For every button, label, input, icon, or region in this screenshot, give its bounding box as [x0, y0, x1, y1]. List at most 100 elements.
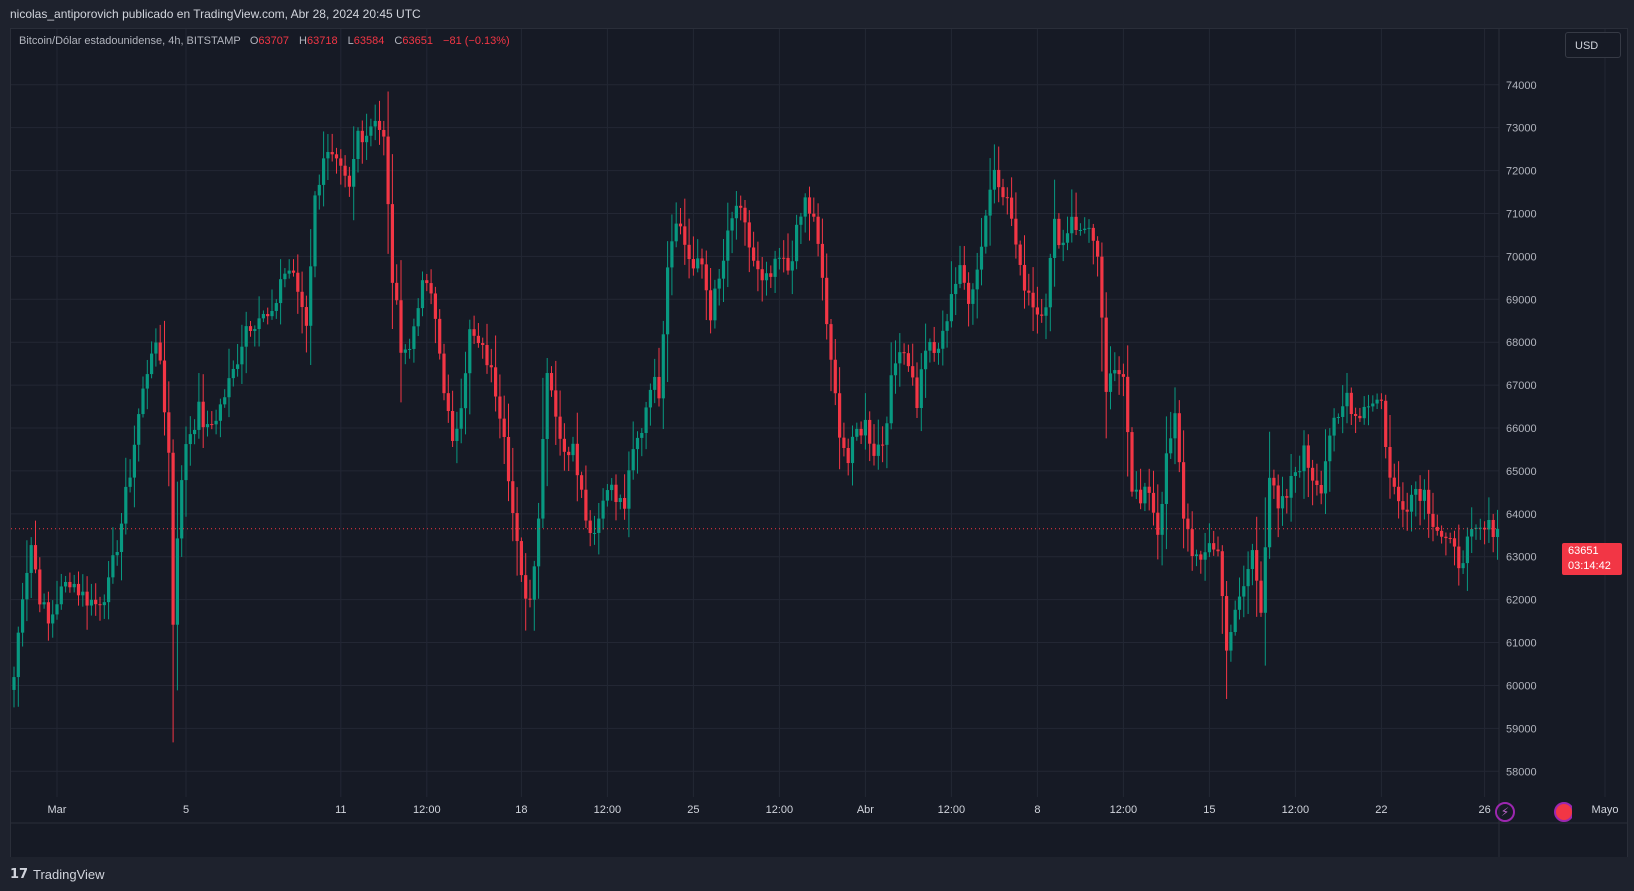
candle-body — [717, 278, 721, 289]
close-label: C — [394, 35, 403, 47]
candle-body — [85, 591, 89, 606]
candle-body — [154, 342, 158, 354]
candle-body — [588, 520, 592, 534]
candle-body — [270, 310, 274, 317]
candle-body — [201, 401, 205, 428]
last-price-value: 63651 — [1568, 545, 1599, 557]
candle-body — [648, 389, 652, 408]
price-tick-label: 58000 — [1506, 766, 1537, 778]
candle-body — [752, 247, 756, 261]
candle-body — [343, 165, 347, 176]
candle-body — [537, 518, 541, 567]
candle-body — [1452, 538, 1457, 547]
candle-body — [687, 244, 691, 260]
price-axis[interactable]: 58000 59000 60000 61000 62000 63000 64000 65000… — [1506, 80, 1537, 778]
candle-body — [1293, 472, 1297, 476]
candle-body — [1461, 563, 1465, 569]
candle-body — [644, 407, 648, 433]
candle-body — [236, 364, 240, 369]
candle-body — [291, 270, 296, 273]
candle-body — [1268, 477, 1272, 548]
chart-area[interactable]: 58000 59000 60000 61000 62000 63000 64000 65000… — [10, 28, 1628, 858]
candle-body — [773, 258, 777, 277]
candle-body — [494, 367, 498, 397]
candle-body — [1440, 530, 1444, 537]
candle-body — [859, 428, 863, 436]
ohlc-legend: Bitcoin/Dólar estadounidense, 4h, BITSTA… — [19, 35, 517, 47]
low-value: 63584 — [353, 35, 385, 47]
candle-body — [739, 205, 743, 208]
time-tick-label: 12:00 — [938, 804, 966, 816]
candle-body — [988, 189, 992, 216]
candle-body — [958, 265, 962, 284]
candle-body — [1100, 256, 1104, 318]
candle-body — [1212, 543, 1216, 550]
lightning-icon[interactable]: ⚡ — [1495, 802, 1515, 822]
candle-body — [1414, 488, 1418, 495]
low-label: L — [347, 35, 354, 47]
candle-body — [562, 438, 566, 452]
candlestick-chart[interactable]: 58000 59000 60000 61000 62000 63000 64000 65000… — [11, 29, 1627, 857]
tradingview-logo-icon: 17 — [10, 867, 29, 882]
time-tick-label: 5 — [183, 804, 189, 816]
candle-body — [1397, 486, 1401, 502]
candle-body — [816, 216, 820, 244]
high-label: H — [299, 35, 307, 47]
candle-body — [1104, 317, 1108, 392]
candle-body — [339, 158, 343, 166]
candle-body — [1405, 509, 1409, 512]
candle-body — [902, 352, 906, 354]
candle-body — [141, 388, 145, 415]
time-axis[interactable]: Mar 5 11 12:00 18 12:00 25 12:00 Abr 12:00 8 12:00 1… — [48, 804, 1619, 816]
candle-body — [94, 599, 98, 605]
candle-body — [1237, 596, 1242, 610]
candle-body — [1362, 406, 1366, 419]
candle-body — [661, 334, 665, 399]
candle-body — [506, 436, 511, 482]
footer-bar: 17 TradingView — [0, 857, 1634, 891]
candle-body — [1220, 551, 1224, 597]
candle-body — [1328, 435, 1332, 462]
candle-body — [842, 437, 846, 448]
candle-body — [1491, 519, 1495, 538]
candle-body — [38, 569, 42, 605]
candle-body — [721, 260, 726, 279]
candle-body — [1336, 416, 1340, 418]
symbol-title[interactable]: Bitcoin/Dólar estadounidense, 4h, BITSTA… — [19, 35, 241, 47]
candle-body — [261, 314, 265, 319]
candle-body — [1349, 392, 1353, 415]
candle-body — [223, 397, 227, 405]
candle-body — [1194, 554, 1199, 557]
candle-body — [489, 365, 493, 368]
candle-body — [1298, 471, 1302, 473]
us-flag-icon[interactable] — [1554, 802, 1572, 822]
price-tick-label: 66000 — [1506, 423, 1537, 435]
price-tick-label: 70000 — [1506, 251, 1537, 263]
candle-body — [365, 135, 369, 143]
candle-body — [1173, 413, 1177, 439]
candle-body — [1495, 528, 1500, 538]
candle-body — [29, 545, 33, 573]
price-tick-label: 73000 — [1506, 123, 1537, 135]
candle-body — [747, 222, 751, 248]
candle-body — [868, 419, 872, 444]
candle-body — [967, 282, 971, 304]
candle-body — [300, 291, 304, 308]
candle-body — [519, 541, 523, 576]
candle-body — [554, 390, 558, 417]
change-value: −81 (−0.13%) — [443, 35, 510, 47]
candle-body — [640, 432, 644, 438]
candle-body — [928, 342, 932, 351]
candle-body — [485, 345, 489, 366]
candle-body — [1427, 489, 1431, 514]
candle-body — [231, 368, 235, 379]
candle-body — [433, 293, 437, 319]
candle-body — [1001, 187, 1005, 198]
candle-body — [1014, 218, 1018, 245]
candle-body — [829, 324, 833, 360]
candle-body — [756, 260, 760, 270]
candle-body — [795, 224, 799, 262]
candle-body — [571, 443, 575, 456]
candle-body — [1431, 513, 1435, 527]
currency-button[interactable]: USD — [1565, 32, 1621, 58]
